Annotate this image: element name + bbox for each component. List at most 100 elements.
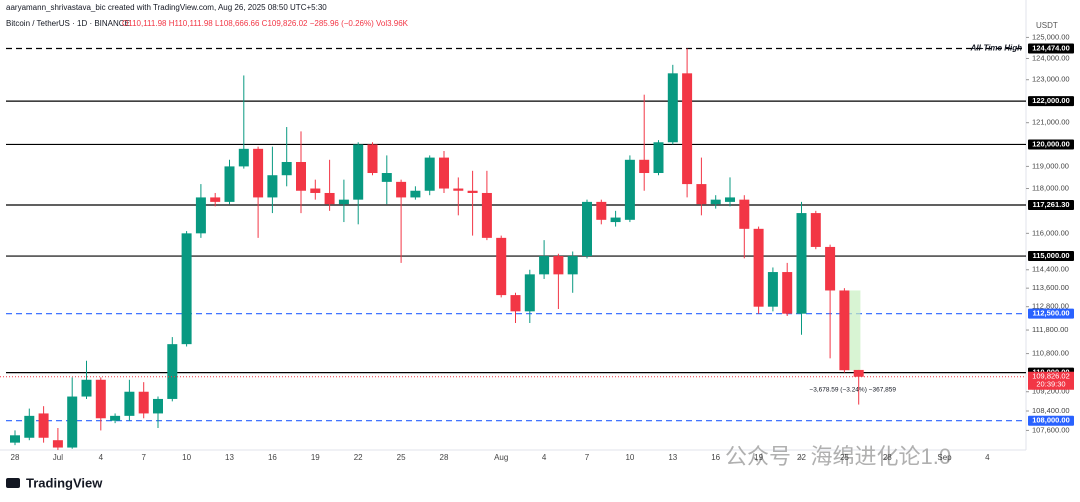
candle-body [553, 256, 564, 275]
measurement: −3,678.59 (−3.24%) −367,859 [809, 386, 896, 393]
level-label-box [1028, 251, 1074, 262]
y-tick-label: 107,600.00 [1032, 425, 1070, 434]
last-price-label: 109,826.02 [1032, 372, 1070, 381]
x-tick-label: Aug [494, 453, 508, 462]
x-tick-label: 7 [141, 453, 146, 462]
candle-body [739, 199, 750, 229]
candle-body [181, 233, 192, 345]
candle-body [839, 290, 850, 371]
level-label: 122,000.00 [1032, 96, 1070, 105]
y-tick-label: 125,000.00 [1032, 32, 1070, 41]
candle-body [52, 440, 63, 448]
candle-body [338, 199, 349, 205]
level-label: 120,000.00 [1032, 139, 1070, 148]
candle-body [510, 295, 521, 312]
candle-body [253, 148, 264, 198]
candle-body [110, 415, 121, 421]
candle-body [224, 166, 235, 202]
x-tick-label: 28 [11, 453, 20, 462]
candle-body [667, 73, 678, 143]
x-tick-label: 22 [354, 453, 363, 462]
x-tick-label: 19 [754, 453, 763, 462]
candle-body [653, 142, 664, 174]
x-tick-label: 10 [625, 453, 634, 462]
candle-body [195, 197, 206, 234]
level-label-box [1028, 139, 1074, 150]
candle-body [124, 391, 135, 416]
candle-body [481, 192, 492, 238]
candle-body [353, 144, 364, 200]
candle-body [753, 228, 764, 307]
candle-body [710, 199, 721, 205]
candle-body [567, 256, 578, 275]
x-tick-label: 10 [182, 453, 191, 462]
candle-body [410, 190, 421, 198]
candle-body [782, 272, 793, 314]
level-label-box [1028, 415, 1074, 426]
countdown: 20:39:30 [1036, 380, 1065, 389]
logo-icon [6, 478, 20, 488]
candle-body [467, 190, 478, 193]
logo: TradingView [26, 475, 103, 490]
candle-body [81, 379, 92, 397]
y-tick-label: 124,000.00 [1032, 53, 1070, 62]
candle-body [825, 246, 836, 291]
candle-body [582, 201, 592, 257]
candle-body [796, 213, 807, 314]
y-tick-label: 119,000.00 [1032, 161, 1069, 170]
x-tick-label: 25 [840, 453, 849, 462]
candle-body [439, 157, 449, 189]
x-tick-label: 4 [99, 453, 104, 462]
candle-body [67, 396, 78, 448]
y-tick-label: 111,800.00 [1032, 325, 1068, 334]
candle-body [810, 213, 821, 247]
x-tick-label: Jul [53, 453, 63, 462]
x-tick-label: 25 [397, 453, 406, 462]
candle-body [95, 379, 106, 419]
candle-body [296, 161, 306, 191]
level-label: 115,000.00 [1032, 251, 1069, 260]
candle-body [596, 201, 607, 220]
y-tick-label: 112,800.00 [1032, 302, 1069, 311]
candle-body [682, 73, 693, 185]
candle-body [424, 157, 435, 191]
candle-body [381, 173, 392, 182]
currency: USDT [1036, 21, 1058, 30]
candle-body [624, 159, 635, 220]
level-label-box [1028, 96, 1074, 107]
candle-body [238, 148, 249, 167]
candle-body [853, 369, 864, 377]
y-tick-label: 113,600.00 [1032, 283, 1069, 292]
x-tick-label: 16 [268, 453, 277, 462]
candle-body [453, 188, 464, 191]
x-tick-label: 28 [440, 453, 449, 462]
level-note: All-Time High [970, 44, 1023, 53]
candle-body [524, 274, 535, 312]
candle-body [38, 413, 49, 438]
y-tick-label: 118,000.00 [1032, 184, 1069, 193]
candle-body [767, 272, 778, 307]
x-tick-label: 16 [711, 453, 720, 462]
candle-body [138, 391, 149, 414]
candle-body [281, 161, 292, 176]
x-tick-label: 13 [668, 453, 677, 462]
level-label-box [1028, 199, 1074, 210]
x-tick-label: 4 [542, 453, 547, 462]
level-label: 117,261.30 [1032, 200, 1069, 209]
level-label: 112,500.00 [1032, 309, 1069, 318]
x-tick-label: 28 [883, 453, 892, 462]
x-tick-label: 19 [311, 453, 320, 462]
x-tick-label: Sep [937, 453, 952, 462]
y-tick-label: 109,200.00 [1032, 387, 1070, 396]
y-tick-label: 123,000.00 [1032, 75, 1070, 84]
candle-body [396, 181, 407, 198]
creator: aaryamann_shrivastava_bic created with T… [6, 3, 327, 12]
candle-body [324, 192, 335, 205]
x-tick-label: 22 [797, 453, 806, 462]
candle-body [310, 188, 321, 193]
measure-box [848, 290, 861, 371]
y-tick-label: 121,000.00 [1032, 118, 1070, 127]
symbol: Bitcoin / TetherUS · 1D · BINANCE [6, 19, 130, 28]
